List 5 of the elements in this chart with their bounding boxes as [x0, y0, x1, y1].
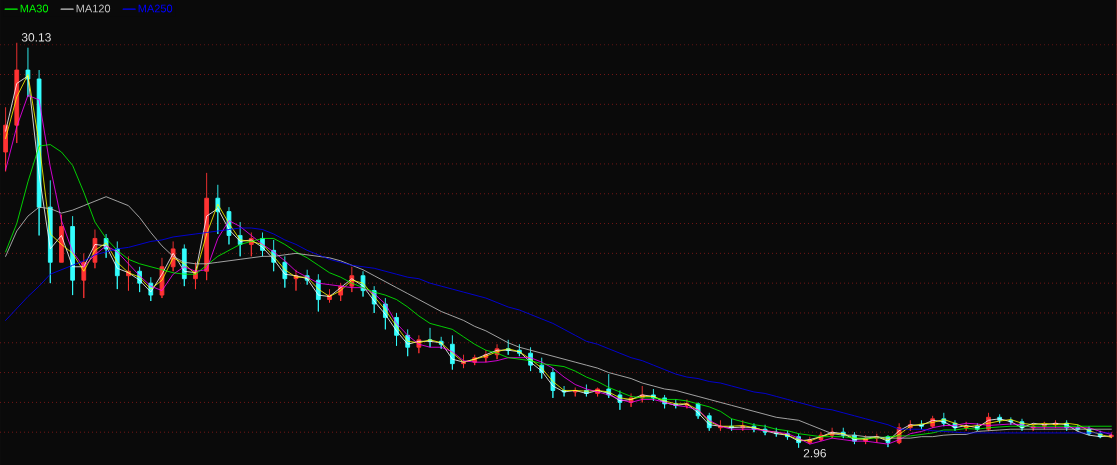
annotation: 2.96 — [803, 448, 826, 458]
legend-label: MA250 — [138, 4, 173, 13]
annotation: 30.13 — [21, 33, 51, 42]
legend-label: MA30 — [20, 4, 49, 13]
legend-label: MA120 — [76, 4, 111, 13]
